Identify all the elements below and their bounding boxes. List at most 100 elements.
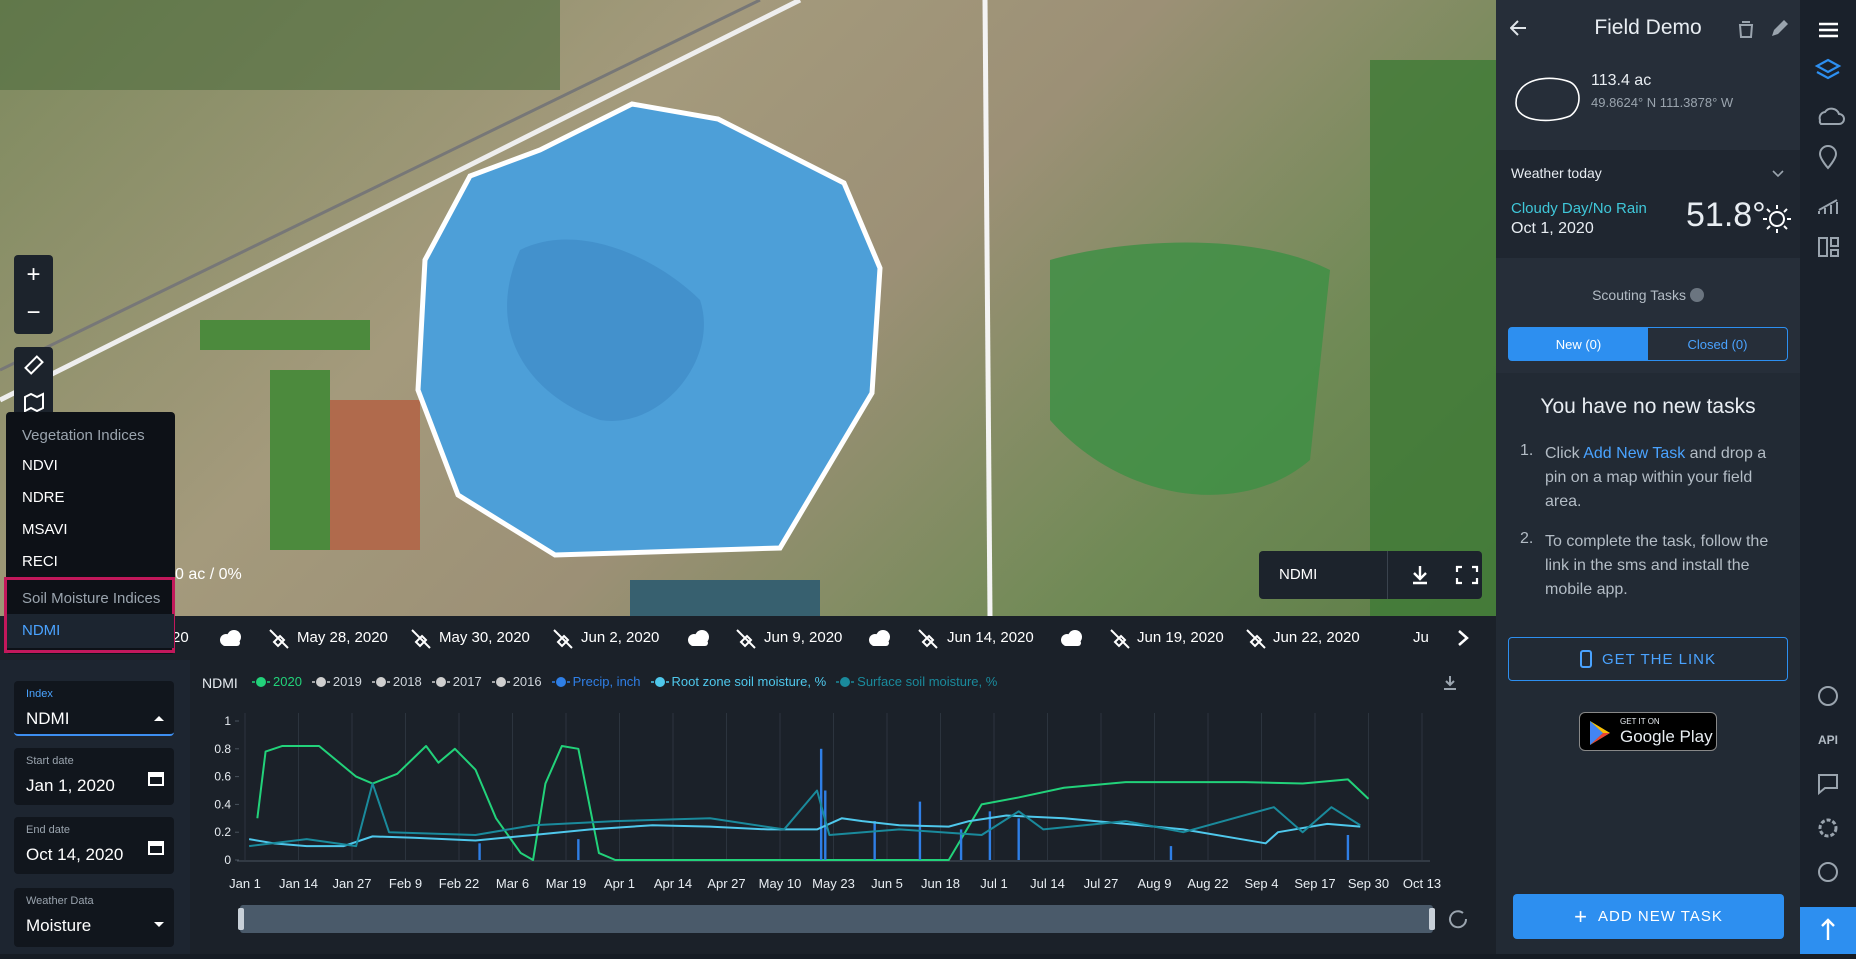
x-tick-label: Apr 14 [654,876,692,891]
menu-item[interactable]: RECI [22,553,58,570]
range-slider[interactable] [240,905,1433,933]
index-menu: Vegetation Indices NDVI NDRE MSAVI RECI … [4,412,175,654]
get-link-button[interactable]: GET THE LINK [1508,637,1788,681]
field-value: NDMI [26,709,70,728]
task-tabs: New (0) Closed (0) [1508,327,1788,361]
x-tick-label: Oct 13 [1403,876,1441,891]
date[interactable]: Jun 19, 2020 [1137,629,1224,646]
x-tick-label: May 10 [759,876,802,891]
step: Click Add New Task and drop a pin on a m… [1545,442,1777,514]
step: To complete the task, follow the link in… [1545,533,1769,598]
field-label: Weather Data [26,895,94,907]
x-tick-label: Mar 19 [546,876,586,891]
timeline: 20 May 28, 2020 May 30, 2020 Jun 2, 2020… [0,616,1496,660]
legend-label: 2018 [392,674,422,689]
date[interactable]: Ju [1413,629,1429,646]
api-label[interactable]: API [1817,733,1838,747]
panel-icons [1510,20,1788,122]
timeline-icons [220,616,1496,660]
weather-date: Oct 1, 2020 [1511,220,1594,237]
start-date[interactable]: Start date Jan 1, 2020 [14,748,174,805]
chart-download[interactable] [1442,675,1458,691]
precip-bar [478,843,481,860]
sidebar-icons[interactable] [1800,0,1856,954]
date[interactable]: May 28, 2020 [297,629,388,646]
google-play-badge[interactable]: GET IT ON Google Play [1579,712,1717,751]
legend-item[interactable]: 2016 [491,674,542,689]
date[interactable]: May 30, 2020 [439,629,530,646]
x-tick-label: Jul 14 [1030,876,1065,891]
area-label: 0 ac / 0% [175,566,242,583]
precip-bar [988,811,992,860]
icon-sidebar: API [1800,0,1856,954]
x-tick-label: Feb 22 [439,876,479,891]
y-tick-label: 1 [224,714,231,728]
index-select[interactable]: Index NDMI [14,681,174,736]
legend-label: Surface soil moisture, % [857,674,998,689]
step-text: Click [1545,445,1580,462]
menu-item[interactable]: NDMI [22,622,61,639]
field-value: Moisture [26,916,92,935]
filter-form: Index NDMI Start date Jan 1, 2020 End da… [0,660,190,954]
map[interactable]: + − 0 ac / 0% NDMI [0,0,1496,616]
legend-item[interactable]: Precip, inch [551,674,641,689]
tab[interactable]: New (0) [1509,328,1648,360]
legend-label: 2016 [512,674,542,689]
add-task-button[interactable]: + ADD NEW TASK [1513,894,1784,939]
zoom-out[interactable]: − [26,299,41,326]
menu-item[interactable]: MSAVI [22,521,68,538]
badge-big: Google Play [1620,727,1713,746]
y-tick-label: 0.8 [214,742,231,756]
field-value: Jan 1, 2020 [26,776,115,795]
layer-control: NDMI [1259,551,1482,599]
date[interactable]: Jun 2, 2020 [581,629,660,646]
legend-item[interactable]: 2018 [371,674,422,689]
legend-item[interactable]: 2017 [431,674,482,689]
step-link[interactable]: Add New Task [1583,445,1686,462]
zoom-control: + − [14,255,53,334]
x-tick-label: Jun 18 [921,876,960,891]
button-label: GET THE LINK [1602,650,1716,668]
weather-select[interactable]: Weather Data Moisture [14,888,174,947]
layer-name[interactable]: NDMI [1279,566,1318,583]
tool-icons[interactable] [14,347,53,420]
legend-label: 2017 [452,674,482,689]
precip-bar [1169,846,1173,860]
layer-actions[interactable] [1409,564,1479,586]
x-tick-label: Jan 1 [229,876,261,891]
x-tick-label: Jan 27 [332,876,371,891]
x-tick-label: Aug 9 [1138,876,1172,891]
legend-label: Root zone soil moisture, % [671,674,827,689]
y-tick-label: 0 [224,853,231,867]
end-date[interactable]: End date Oct 14, 2020 [14,817,174,874]
series-line [248,782,1361,848]
date[interactable]: Jun 22, 2020 [1273,629,1360,646]
legend-item[interactable]: 2020 [252,674,302,689]
x-tick-label: Sep 17 [1294,876,1335,891]
reset-zoom[interactable] [1449,910,1468,929]
weather-title: Weather today [1511,165,1602,181]
tool-control [14,347,53,420]
legend-label: Precip, inch [572,674,641,689]
temperature: 51.8° [1686,196,1766,234]
field-coords: 49.8624° N 111.3878° W [1591,95,1734,110]
tab[interactable]: Closed (0) [1687,336,1748,352]
legend-swatch [491,676,510,687]
legend-item[interactable]: 2019 [311,674,362,689]
field-label: End date [26,824,71,836]
date[interactable]: 20 [172,629,189,646]
zoom-in[interactable]: + [26,261,41,288]
date[interactable]: Jun 9, 2020 [764,629,843,646]
menu-item[interactable]: NDRE [22,489,65,506]
next-arrow[interactable] [1458,630,1469,646]
menu-item[interactable]: NDVI [22,457,58,474]
chart-title: NDMI [202,675,238,691]
legend-item[interactable]: Root zone soil moisture, % [650,674,827,689]
weather-card[interactable]: Weather today Cloudy Day/No Rain Oct 1, … [1496,150,1800,258]
legend-item[interactable]: Surface soil moisture, % [836,674,997,689]
precip-bar [959,829,963,860]
series-line [256,745,1370,861]
map-imagery [0,0,1496,616]
date[interactable]: Jun 14, 2020 [947,629,1034,646]
scouting-label: Scouting Tasks [1592,287,1686,303]
